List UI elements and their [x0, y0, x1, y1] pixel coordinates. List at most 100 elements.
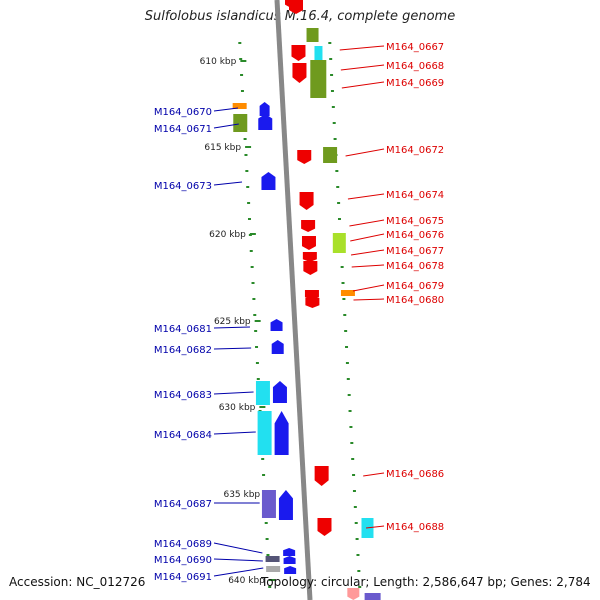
right-track-tick	[345, 362, 349, 364]
left-track-tick	[262, 474, 266, 476]
right-track-tick	[336, 186, 340, 188]
right-track-tick	[353, 506, 357, 508]
right-track-tick	[331, 106, 335, 108]
right-track-tick	[348, 410, 352, 412]
left-track-tick	[255, 362, 259, 364]
cyan-feature-box	[255, 381, 270, 405]
left-track-tick	[246, 186, 250, 188]
right-gene-label: M164_0678	[386, 261, 444, 272]
blue-gene-arrow	[259, 102, 270, 116]
left-leader-line	[213, 123, 239, 129]
red-gene-arrow	[302, 252, 317, 262]
position-label: 625 kbp	[214, 317, 251, 327]
right-track-tick	[356, 554, 360, 556]
position-label: 615 kbp	[204, 143, 241, 153]
right-leader-line	[340, 64, 385, 71]
blue-gene-arrow	[272, 381, 287, 403]
left-gene-label: M164_0684	[154, 430, 212, 441]
right-gene-label: M164_0669	[386, 78, 444, 89]
right-track-tick	[329, 58, 333, 60]
left-track-tick	[256, 378, 260, 380]
right-track-tick	[351, 458, 355, 460]
left-track-tick	[250, 266, 254, 268]
left-track-tick	[261, 458, 265, 460]
right-gene-label: M164_0675	[386, 216, 444, 227]
left-track-tick	[238, 42, 242, 44]
right-track-tick	[358, 586, 362, 588]
right-track-tick	[350, 442, 354, 444]
purple-feature-box	[261, 490, 276, 518]
position-label: 630 kbp	[219, 403, 256, 413]
blue-gene-arrow	[270, 319, 283, 331]
right-gene-label: M164_0667	[386, 42, 444, 53]
red-gene-arrow	[291, 45, 306, 61]
position-label: 620 kbp	[209, 230, 246, 240]
left-gene-label: M164_0682	[154, 345, 212, 356]
right-track-tick	[341, 282, 345, 284]
position-tick	[254, 320, 261, 322]
olive-feature-box	[323, 147, 338, 163]
blue-gene-arrow	[258, 114, 273, 130]
left-track-tick	[255, 346, 259, 348]
right-track-tick	[349, 426, 353, 428]
olive-feature-box	[233, 114, 248, 132]
left-track-tick	[253, 314, 257, 316]
genome-summary-label: Topology: circular; Length: 2,586,647 bp…	[261, 575, 591, 589]
right-leader-line	[350, 233, 385, 242]
olive-feature-box	[306, 28, 319, 42]
left-leader-line	[213, 558, 263, 562]
red-gene-arrow	[314, 466, 329, 486]
right-gene-label: M164_0676	[386, 230, 444, 241]
position-label: 610 kbp	[200, 57, 237, 67]
left-gene-label: M164_0687	[154, 499, 212, 510]
red-gene-arrow	[304, 290, 319, 300]
right-leader-line	[350, 249, 385, 256]
right-track-tick	[352, 490, 356, 492]
left-track-tick	[247, 218, 251, 220]
right-track-tick	[344, 330, 348, 332]
left-track-tick	[245, 170, 249, 172]
red-gene-arrow	[303, 261, 318, 275]
red-gene-arrow	[299, 192, 314, 210]
right-track-tick	[342, 298, 346, 300]
right-track-tick	[354, 522, 358, 524]
olive-feature-box	[310, 60, 327, 98]
left-track-tick	[244, 154, 248, 156]
left-leader-line	[213, 181, 243, 186]
position-tick	[249, 233, 256, 235]
right-gene-label: M164_0672	[386, 145, 444, 156]
left-gene-label: M164_0691	[154, 572, 212, 583]
left-leader-line	[213, 107, 239, 112]
orange-feature-box	[340, 290, 355, 296]
left-track-tick	[240, 74, 244, 76]
left-track-tick	[239, 58, 243, 60]
genome-title: Sulfolobus islandicus M.16.4, complete g…	[144, 9, 456, 24]
right-track-tick	[352, 474, 356, 476]
right-track-tick	[343, 314, 347, 316]
left-track-tick	[240, 90, 244, 92]
blue-gene-arrow	[271, 340, 284, 354]
right-leader-line	[352, 284, 385, 292]
position-tick	[240, 60, 247, 62]
left-gene-label: M164_0671	[154, 124, 212, 135]
position-tick	[245, 146, 252, 148]
red-gene-arrow	[301, 236, 316, 250]
blue-gene-arrow	[274, 411, 289, 455]
blue-gene-arrow	[284, 566, 297, 574]
right-gene-label: M164_0677	[386, 246, 444, 257]
left-track-tick	[252, 298, 256, 300]
left-gene-label: M164_0690	[154, 555, 212, 566]
left-track-tick	[268, 586, 272, 588]
right-track-tick	[328, 42, 332, 44]
right-gene-label: M164_0679	[386, 281, 444, 292]
left-track-tick	[254, 330, 258, 332]
right-leader-line	[363, 472, 385, 477]
left-gene-label: M164_0683	[154, 390, 212, 401]
left-leader-line	[213, 326, 250, 329]
red-gene-arrow	[305, 298, 320, 308]
left-leader-line	[213, 431, 256, 435]
cyan-feature-box	[314, 46, 323, 62]
right-leader-line	[365, 525, 385, 529]
right-gene-label: M164_0674	[386, 190, 444, 201]
right-track-tick	[347, 394, 351, 396]
